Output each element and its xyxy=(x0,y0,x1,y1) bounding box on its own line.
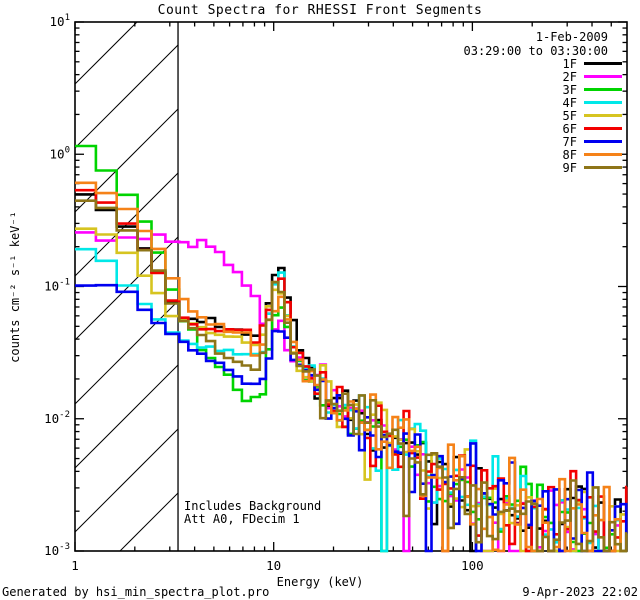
legend-color-swatch xyxy=(584,140,622,143)
y-tick-label: 100 xyxy=(50,145,70,161)
legend-color-swatch xyxy=(584,127,622,130)
x-tick-label: 100 xyxy=(461,558,484,573)
series-line-5F xyxy=(75,227,628,553)
observation-date: 1-Feb-2009 xyxy=(535,30,608,44)
series-line-8F xyxy=(75,181,627,553)
hatched-region xyxy=(75,22,179,551)
annotation-includes-background: Includes Background xyxy=(184,499,322,513)
y-tick-label: 10-3 xyxy=(44,542,70,558)
legend-color-swatch xyxy=(584,62,622,65)
legend-item-4F: 4F xyxy=(562,95,622,110)
series-line-9F xyxy=(75,199,628,553)
footer-timestamp: 9-Apr-2023 22:02 xyxy=(522,585,638,599)
legend-item-1F: 1F xyxy=(562,56,622,71)
legend: 1F 2F 3F 4F 5F 6F 7F 8F 9F xyxy=(562,56,622,175)
legend-label: 1F xyxy=(562,56,577,71)
plot-box xyxy=(74,21,628,552)
legend-label: 9F xyxy=(562,160,577,175)
legend-color-swatch xyxy=(584,75,622,78)
y-tick-label: 10-1 xyxy=(44,278,70,294)
legend-label: 6F xyxy=(562,121,577,136)
legend-label: 4F xyxy=(562,95,577,110)
legend-item-6F: 6F xyxy=(562,121,622,136)
observation-time-range: 03:29:00 to 03:30:00 xyxy=(463,44,609,58)
legend-item-9F: 9F xyxy=(562,160,622,175)
legend-color-swatch xyxy=(584,101,622,104)
series-line-6F xyxy=(75,188,628,553)
legend-item-3F: 3F xyxy=(562,82,622,97)
legend-item-8F: 8F xyxy=(562,147,622,162)
legend-label: 8F xyxy=(562,147,577,162)
y-tick-label: 101 xyxy=(50,13,70,29)
axis-ticks xyxy=(74,21,627,552)
legend-label: 7F xyxy=(562,134,577,149)
x-tick-label: 1 xyxy=(71,558,79,573)
x-axis-title: Energy (keV) xyxy=(276,575,364,589)
x-tick-label: 10 xyxy=(266,558,281,573)
annotation-attenuator-state: Att A0, FDecim 1 xyxy=(184,512,300,526)
footer-generator: Generated by hsi_min_spectra_plot.pro xyxy=(2,585,270,599)
y-tick-label: 10-2 xyxy=(44,410,70,426)
plot-annotations: Includes Background Att A0, FDecim 1 xyxy=(184,500,321,526)
legend-color-swatch xyxy=(584,166,622,169)
y-axis-title: counts cm⁻² s⁻¹ keV⁻¹ xyxy=(8,211,22,363)
legend-color-swatch xyxy=(584,114,622,117)
legend-label: 5F xyxy=(562,108,577,123)
legend-label: 3F xyxy=(562,82,577,97)
spectra-series xyxy=(75,144,628,553)
legend-item-5F: 5F xyxy=(562,108,622,123)
chart-title: Count Spectra for RHESSI Front Segments xyxy=(157,3,483,18)
legend-label: 2F xyxy=(562,69,577,84)
series-line-2F xyxy=(75,231,627,553)
series-line-4F xyxy=(75,247,627,553)
legend-item-2F: 2F xyxy=(562,69,622,84)
legend-color-swatch xyxy=(584,88,622,91)
legend-color-swatch xyxy=(584,153,622,156)
axis-tick-labels: 1 10 100 101 100 10-1 10-2 10-3 xyxy=(44,13,484,573)
legend-item-7F: 7F xyxy=(562,134,622,149)
